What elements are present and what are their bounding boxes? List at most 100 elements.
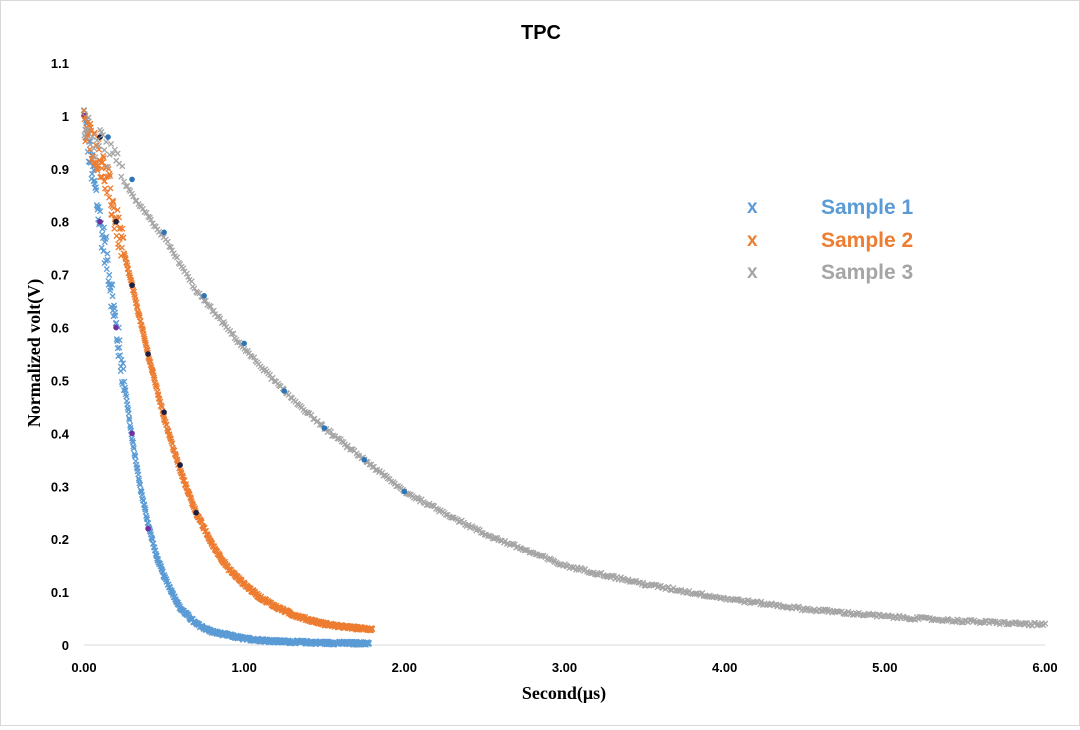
series-1-marker bbox=[98, 231, 106, 238]
series-3-marker bbox=[1035, 621, 1042, 628]
series-2-marker bbox=[369, 626, 376, 633]
series-3-fit-point bbox=[321, 425, 328, 431]
series-2-marker bbox=[106, 170, 113, 178]
y-tick-label: 1 bbox=[62, 109, 69, 124]
series-3-marker bbox=[133, 197, 140, 204]
series-1-marker bbox=[103, 266, 110, 273]
series-3-marker bbox=[114, 150, 121, 157]
series-2-fit-point bbox=[145, 351, 151, 357]
series-2-marker bbox=[119, 225, 126, 232]
series-3-marker bbox=[180, 265, 187, 272]
legend-marker-sample-3: x bbox=[747, 262, 758, 283]
series-3-marker bbox=[1042, 620, 1049, 627]
series-1-marker bbox=[129, 437, 136, 444]
series-3-marker bbox=[147, 216, 154, 223]
series-3-marker bbox=[758, 598, 765, 605]
series-3-marker bbox=[108, 141, 115, 148]
series-1-marker bbox=[130, 445, 137, 452]
series-2-fit-point bbox=[177, 462, 183, 468]
series-2-marker bbox=[80, 107, 87, 114]
series-3-marker bbox=[522, 547, 529, 554]
series-3-fit-point bbox=[105, 134, 111, 140]
series-1-marker bbox=[135, 475, 142, 482]
series-3-marker bbox=[304, 410, 311, 417]
series-1-marker bbox=[107, 284, 114, 291]
series-3-marker bbox=[82, 126, 89, 133]
series-2-marker bbox=[158, 402, 165, 409]
series-3-marker bbox=[646, 582, 653, 589]
series-3-marker bbox=[130, 193, 137, 200]
series-2-marker bbox=[150, 374, 158, 381]
legend-marker-sample-1: x bbox=[747, 197, 758, 218]
series-2-marker bbox=[139, 326, 146, 333]
x-tick-label: 4.00 bbox=[712, 660, 737, 675]
y-tick-label: 1.1 bbox=[51, 56, 69, 71]
series-3-marker bbox=[990, 618, 997, 625]
series-3-marker bbox=[99, 131, 107, 139]
series-3-marker bbox=[682, 589, 690, 596]
series-3-marker bbox=[119, 163, 126, 170]
series-3-marker bbox=[354, 452, 361, 459]
series-2-marker bbox=[153, 383, 160, 390]
series-2-marker bbox=[114, 206, 121, 214]
series-3-marker bbox=[982, 617, 989, 624]
series-3-marker bbox=[221, 321, 228, 328]
y-tick-label: 0.5 bbox=[51, 373, 69, 388]
series-2-marker bbox=[108, 211, 115, 219]
series-3-marker bbox=[191, 285, 198, 292]
series-3-marker bbox=[210, 307, 217, 314]
series-3-fit-point bbox=[201, 293, 207, 299]
series-1-marker bbox=[121, 378, 128, 385]
legend-label-sample-3: Sample 3 bbox=[821, 261, 913, 284]
series-1-marker bbox=[97, 208, 104, 215]
x-tick-label: 1.00 bbox=[232, 660, 257, 675]
series-1-fit-point bbox=[145, 525, 151, 532]
y-tick-label: 0.7 bbox=[51, 268, 69, 283]
series-3-fit-point bbox=[161, 229, 167, 236]
series-3-marker bbox=[104, 163, 111, 170]
series-3-marker bbox=[1022, 619, 1029, 627]
series-1-marker bbox=[143, 512, 150, 520]
y-tick-label: 0 bbox=[62, 638, 69, 653]
series-2-marker bbox=[99, 159, 106, 166]
series-3-marker bbox=[655, 583, 662, 590]
legend-entry-sample-2: x Sample 2 bbox=[747, 229, 913, 252]
series-1-marker bbox=[93, 187, 100, 194]
x-tick-label: 0.00 bbox=[71, 660, 96, 675]
series-3-marker bbox=[103, 138, 110, 145]
series-2-fit-point bbox=[113, 218, 119, 225]
series-3 bbox=[81, 114, 1049, 629]
legend-label-sample-1: Sample 1 bbox=[821, 196, 914, 219]
series-3-marker bbox=[214, 313, 221, 320]
series-2-marker bbox=[111, 225, 118, 232]
series-1-marker bbox=[118, 356, 125, 363]
series-1-marker bbox=[112, 312, 119, 319]
series-3-marker bbox=[939, 618, 946, 625]
x-tick-label: 3.00 bbox=[552, 660, 577, 675]
legend-entry-sample-1: x Sample 1 bbox=[747, 196, 914, 219]
legend: x Sample 1 x Sample 2 x Sample 3 bbox=[747, 196, 914, 284]
series-1-marker bbox=[104, 250, 111, 257]
series-1-marker bbox=[95, 203, 102, 211]
series-1-marker bbox=[130, 443, 137, 450]
legend-marker-sample-2: x bbox=[747, 230, 758, 251]
legend-label-sample-2: Sample 2 bbox=[821, 229, 913, 252]
series-3-marker bbox=[124, 183, 131, 190]
series-3-marker bbox=[120, 178, 128, 185]
series-2-marker bbox=[91, 129, 98, 136]
series-2-marker bbox=[174, 457, 181, 464]
series-2-marker bbox=[103, 189, 111, 196]
series-1-marker bbox=[89, 170, 96, 177]
series-3-marker bbox=[118, 173, 125, 180]
series-3-marker bbox=[447, 514, 455, 521]
series-3-marker bbox=[152, 223, 159, 230]
series-1-fit-point bbox=[97, 218, 103, 225]
series-2-marker bbox=[107, 185, 114, 192]
series-3-fit-point bbox=[281, 388, 288, 394]
series-3-marker bbox=[251, 354, 258, 361]
series-3-marker bbox=[173, 254, 181, 261]
series-2 bbox=[80, 107, 376, 634]
series-1-marker bbox=[116, 344, 123, 351]
